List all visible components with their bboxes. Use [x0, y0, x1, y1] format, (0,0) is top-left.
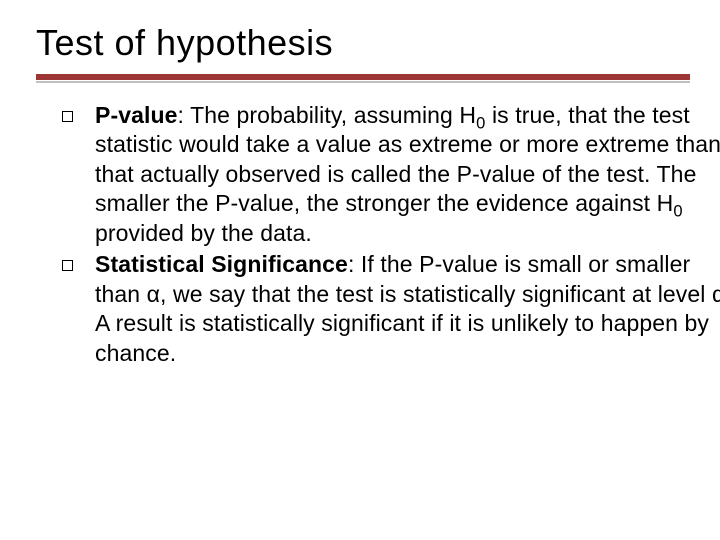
square-bullet-icon — [62, 260, 73, 271]
paragraph: Statistical Significance: If the P-value… — [95, 250, 720, 368]
paragraph: P-value: The probability, assuming H0 is… — [95, 101, 720, 248]
list-item: P-value: The probability, assuming H0 is… — [62, 101, 720, 248]
term: P-value — [95, 102, 178, 128]
square-bullet-icon — [62, 111, 73, 122]
slide-title: Test of hypothesis — [36, 22, 720, 64]
rule-top — [36, 74, 690, 80]
definition-text: : The probability, assuming H0 is true, … — [95, 102, 720, 246]
term: Statistical Significance — [95, 251, 348, 277]
content-area: P-value: The probability, assuming H0 is… — [36, 101, 720, 368]
rule-bottom — [36, 81, 690, 83]
title-rule — [36, 74, 720, 83]
list-item: Statistical Significance: If the P-value… — [62, 250, 720, 368]
